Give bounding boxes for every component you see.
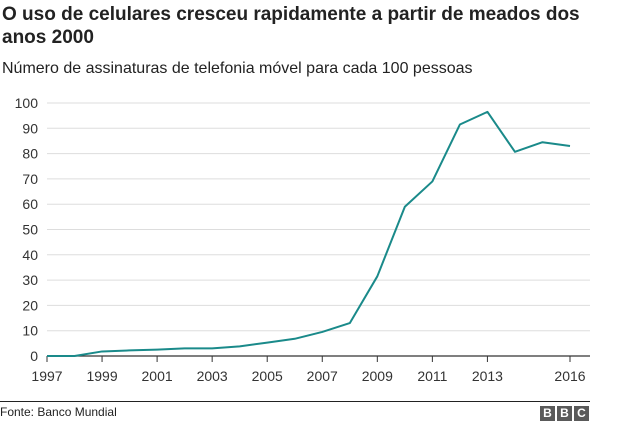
y-tick-label: 70 (22, 171, 38, 187)
x-tick-label: 2001 (142, 368, 173, 384)
x-tick-label: 2007 (307, 368, 338, 384)
logo-letter-b1: B (540, 406, 555, 421)
y-tick-label: 30 (22, 272, 38, 288)
x-tick-label: 2003 (197, 368, 228, 384)
x-tick-label: 1999 (86, 368, 117, 384)
x-axis-ticks: 1997 1999 2001 2003 2005 2007 2009 2011 2013 2016 (31, 356, 586, 384)
y-axis-ticks: 0 10 20 30 40 50 60 70 80 90 100 (15, 95, 39, 364)
y-tick-label: 0 (30, 348, 38, 364)
y-tick-label: 20 (22, 297, 38, 313)
bbc-logo: B B C (540, 406, 589, 421)
source-note: Fonte: Banco Mundial (0, 405, 117, 419)
y-tick-label: 90 (22, 120, 38, 136)
y-tick-label: 40 (22, 247, 38, 263)
logo-letter-c: C (574, 406, 589, 421)
x-tick-label: 2005 (252, 368, 283, 384)
footer-divider (0, 401, 590, 402)
chart-title: O uso de celulares cresceu rapidamente a… (2, 4, 580, 48)
y-tick-label: 10 (22, 323, 38, 339)
gridlines (47, 102, 590, 357)
series-group (47, 110, 571, 357)
x-tick-label: 2013 (472, 368, 503, 384)
y-tick-label: 80 (22, 146, 38, 162)
chart-subtitle: Número de assinaturas de telefonia móvel… (2, 60, 473, 77)
y-tick-label: 100 (15, 95, 39, 111)
logo-letter-b2: B (557, 406, 572, 421)
series-line (47, 110, 571, 357)
y-tick-label: 60 (22, 196, 38, 212)
line-chart: 0 10 20 30 40 50 60 70 80 90 100 1997 1999 2001 2003 2… (15, 95, 590, 384)
x-tick-label: 2016 (554, 368, 585, 384)
x-tick-label: 2011 (417, 368, 447, 384)
y-tick-label: 50 (22, 222, 38, 238)
x-tick-label: 2009 (362, 368, 393, 384)
x-tick-label: 1997 (31, 368, 62, 384)
